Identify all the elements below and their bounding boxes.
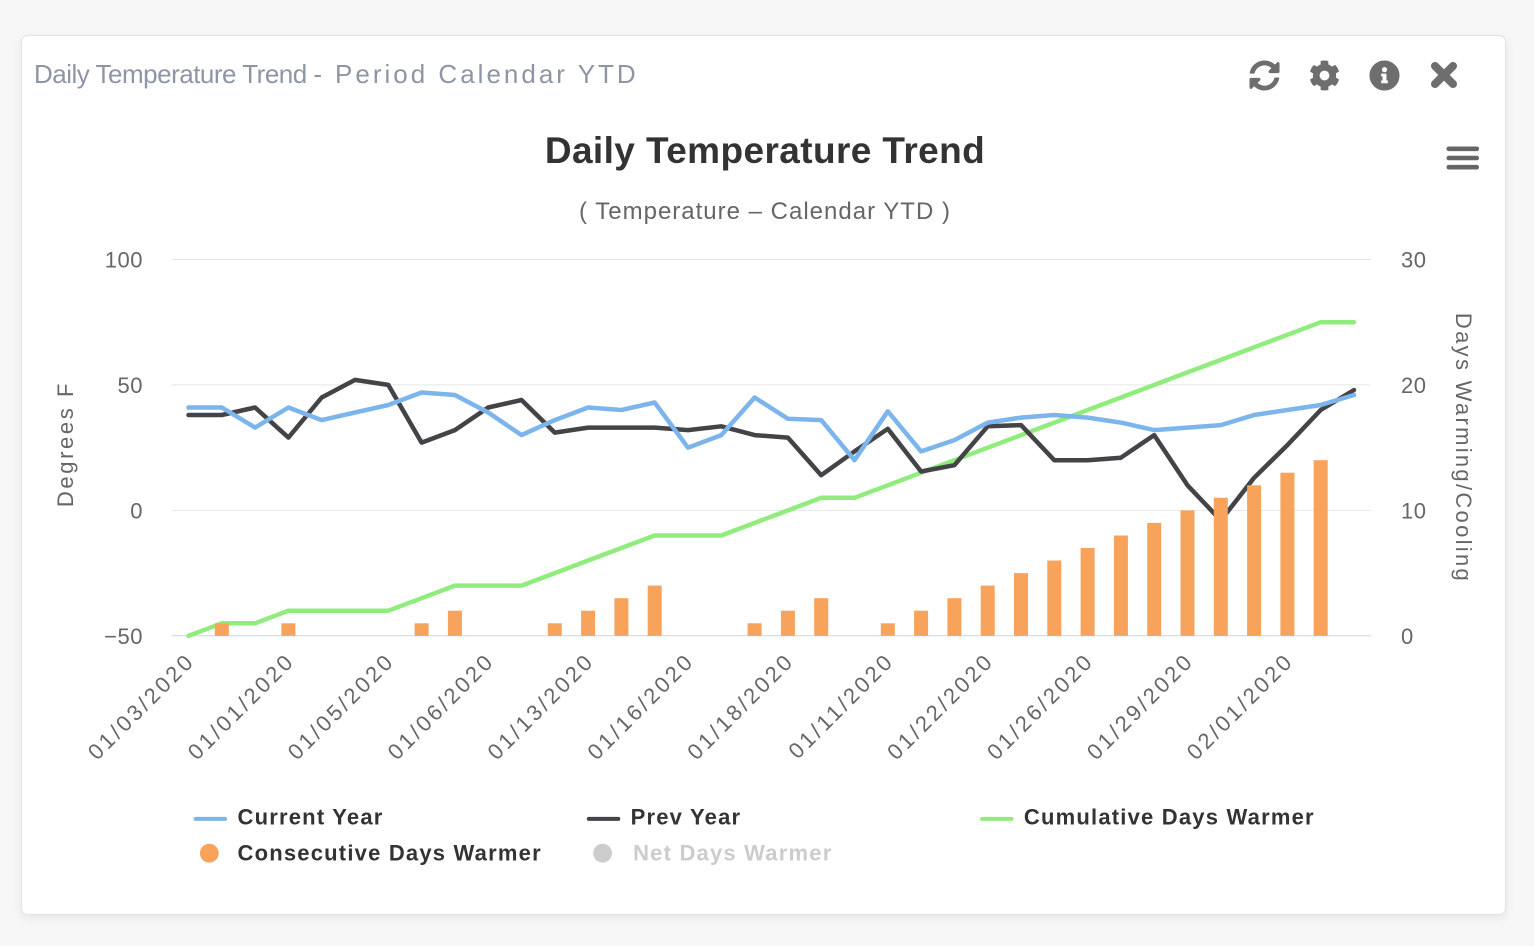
svg-text:Daily Temperature Trend: Daily Temperature Trend (545, 130, 985, 171)
svg-text:Consecutive Days Warmer: Consecutive Days Warmer (238, 841, 542, 866)
svg-text:−50: −50 (104, 624, 143, 649)
svg-text:50: 50 (118, 373, 143, 398)
svg-text:Net Days Warmer: Net Days Warmer (633, 841, 832, 866)
svg-text:Days Warming/Cooling: Days Warming/Cooling (1451, 313, 1476, 583)
svg-text:Degrees F: Degrees F (53, 381, 78, 507)
svg-text:10: 10 (1401, 498, 1426, 523)
svg-text:20: 20 (1401, 373, 1426, 398)
svg-text:30: 30 (1401, 248, 1426, 273)
svg-text:01/18/2020: 01/18/2020 (682, 648, 799, 765)
svg-text:100: 100 (105, 248, 143, 273)
svg-text:02/01/2020: 02/01/2020 (1182, 648, 1299, 765)
svg-text:Cumulative Days Warmer: Cumulative Days Warmer (1024, 805, 1315, 830)
svg-text:( Temperature – Calendar YTD ): ( Temperature – Calendar YTD ) (579, 198, 951, 225)
svg-text:0: 0 (1401, 624, 1414, 649)
svg-text:Current Year: Current Year (238, 805, 384, 830)
svg-text:0: 0 (130, 498, 143, 523)
svg-text:Prev Year: Prev Year (631, 805, 742, 830)
